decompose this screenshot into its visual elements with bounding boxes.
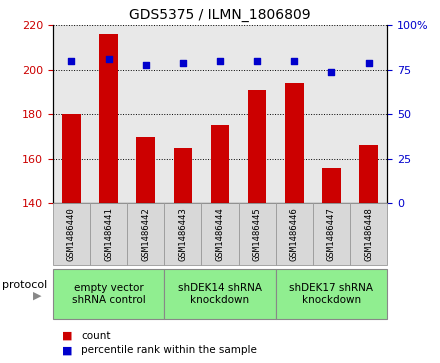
Point <box>328 69 335 74</box>
Bar <box>285 83 304 203</box>
Point <box>216 58 224 64</box>
Point <box>180 60 187 66</box>
Text: ■: ■ <box>62 345 72 355</box>
Bar <box>322 168 341 203</box>
Bar <box>136 136 155 203</box>
Point <box>68 58 75 64</box>
Text: GSM1486442: GSM1486442 <box>141 207 150 261</box>
Text: shDEK14 shRNA
knockdown: shDEK14 shRNA knockdown <box>178 283 262 305</box>
Bar <box>62 114 81 203</box>
Text: empty vector
shRNA control: empty vector shRNA control <box>72 283 145 305</box>
Text: percentile rank within the sample: percentile rank within the sample <box>81 345 257 355</box>
Point <box>291 58 298 64</box>
Text: count: count <box>81 331 111 341</box>
Text: ▶: ▶ <box>33 291 42 301</box>
Text: protocol: protocol <box>2 280 48 290</box>
Text: GSM1486447: GSM1486447 <box>327 207 336 261</box>
Bar <box>211 126 229 203</box>
Bar <box>173 148 192 203</box>
Text: GSM1486441: GSM1486441 <box>104 207 113 261</box>
Point <box>365 60 372 66</box>
Text: GSM1486445: GSM1486445 <box>253 207 262 261</box>
Bar <box>99 34 118 203</box>
Text: shDEK17 shRNA
knockdown: shDEK17 shRNA knockdown <box>290 283 374 305</box>
Title: GDS5375 / ILMN_1806809: GDS5375 / ILMN_1806809 <box>129 8 311 22</box>
Text: GSM1486440: GSM1486440 <box>67 207 76 261</box>
Bar <box>248 90 267 203</box>
Text: GSM1486444: GSM1486444 <box>216 207 224 261</box>
Text: GSM1486448: GSM1486448 <box>364 207 373 261</box>
Text: GSM1486446: GSM1486446 <box>290 207 299 261</box>
Point <box>142 62 149 68</box>
Bar <box>359 146 378 203</box>
Text: GSM1486443: GSM1486443 <box>178 207 187 261</box>
Point <box>105 56 112 62</box>
Text: ■: ■ <box>62 331 72 341</box>
Point <box>253 58 260 64</box>
